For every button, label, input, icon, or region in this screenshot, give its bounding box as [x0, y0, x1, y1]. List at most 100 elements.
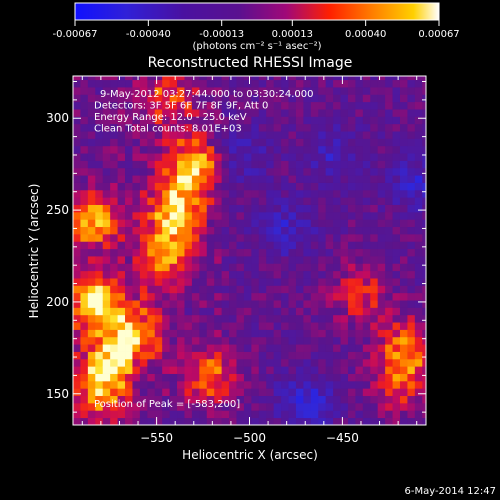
- heatmap-cell: [310, 278, 319, 286]
- heatmap-cell: [243, 131, 252, 139]
- heatmap-cell: [229, 138, 237, 147]
- heatmap-cell: [407, 336, 416, 345]
- heatmap-cell: [258, 336, 267, 345]
- heatmap-cell: [392, 145, 401, 154]
- heatmap-cell: [87, 314, 96, 323]
- heatmap-cell: [102, 344, 111, 352]
- heatmap-cell: [125, 116, 133, 125]
- heatmap-cell: [303, 410, 312, 419]
- heatmap-cell: [407, 204, 416, 213]
- colorbar-unit-label: (photons cm⁻² s⁻¹ asec⁻²): [192, 41, 321, 52]
- heatmap-cell: [214, 87, 223, 95]
- heatmap-cell: [385, 388, 393, 397]
- heatmap-cell: [102, 87, 111, 95]
- heatmap-cell: [229, 285, 237, 294]
- heatmap-cell: [251, 211, 260, 220]
- heatmap-cell: [266, 278, 275, 286]
- heatmap-cell: [95, 278, 104, 286]
- heatmap-cell: [288, 226, 297, 235]
- heatmap-cell: [414, 322, 423, 330]
- heatmap-cell: [243, 256, 252, 264]
- heatmap-cell: [199, 256, 208, 264]
- heatmap-cell: [229, 344, 237, 352]
- heatmap-cell: [422, 322, 426, 330]
- heatmap-cell: [243, 116, 252, 125]
- heatmap-cell: [162, 366, 171, 374]
- heatmap-cell: [392, 182, 401, 191]
- heatmap-cell: [281, 76, 289, 81]
- heatmap-cell: [132, 410, 141, 419]
- heatmap-cell: [199, 241, 208, 250]
- heatmap-cell: [377, 358, 386, 367]
- heatmap-cell: [132, 94, 141, 103]
- heatmap-cell: [125, 167, 133, 176]
- heatmap-cell: [199, 79, 208, 88]
- heatmap-cell: [362, 241, 371, 250]
- x-tick-label: −450: [326, 431, 359, 445]
- heatmap-cell: [251, 204, 260, 213]
- heatmap-cell: [333, 76, 341, 81]
- heatmap-cell: [318, 182, 327, 191]
- heatmap-cell: [199, 380, 208, 389]
- heatmap-cell: [214, 285, 223, 294]
- heatmap-cell: [95, 351, 104, 360]
- heatmap-cell: [110, 300, 118, 308]
- heatmap-cell: [125, 138, 133, 147]
- heatmap-cell: [333, 358, 341, 367]
- heatmap-cell: [87, 270, 96, 279]
- heatmap-cell: [288, 263, 297, 272]
- heatmap-cell: [87, 167, 96, 176]
- heatmap-cell: [221, 366, 230, 374]
- heatmap-cell: [206, 314, 215, 323]
- heatmap-cell: [110, 182, 118, 191]
- heatmap-cell: [251, 314, 260, 323]
- heatmap-cell: [399, 94, 408, 103]
- heatmap-cell: [169, 131, 178, 139]
- colorbar-tick-label: 0.00013: [272, 29, 313, 40]
- heatmap-cell: [266, 358, 275, 367]
- heatmap-cell: [295, 263, 304, 272]
- heatmap-cell: [177, 116, 185, 125]
- heatmap-cell: [370, 300, 379, 308]
- heatmap-cell: [95, 226, 104, 235]
- heatmap-cell: [177, 285, 185, 294]
- heatmap-cell: [310, 410, 319, 419]
- heatmap-cell: [177, 241, 185, 250]
- heatmap-cell: [281, 395, 289, 404]
- heatmap-cell: [303, 167, 312, 176]
- heatmap-cell: [229, 248, 237, 257]
- heatmap-cell: [87, 175, 96, 183]
- heatmap-cell: [236, 109, 245, 117]
- heatmap-cell: [102, 79, 111, 88]
- heatmap-cell: [184, 278, 193, 286]
- heatmap-cell: [333, 388, 341, 397]
- heatmap-cell: [236, 94, 245, 103]
- heatmap-cell: [214, 204, 223, 213]
- heatmap-cell: [295, 314, 304, 323]
- heatmap-cell: [266, 329, 275, 338]
- heatmap-cell: [132, 182, 141, 191]
- heatmap-cell: [288, 94, 297, 103]
- heatmap-cell: [310, 76, 319, 81]
- heatmap-cell: [333, 167, 341, 176]
- heatmap-cell: [281, 197, 289, 205]
- heatmap-cell: [229, 101, 237, 110]
- heatmap-cell: [377, 380, 386, 389]
- heatmap-cell: [191, 76, 200, 81]
- heatmap-cell: [221, 76, 230, 81]
- heatmap-cell: [258, 197, 267, 205]
- heatmap-cell: [177, 145, 185, 154]
- heatmap-cell: [117, 233, 126, 242]
- heatmap-cell: [95, 101, 104, 110]
- heatmap-cell: [273, 145, 282, 154]
- heatmap-cell: [110, 380, 118, 389]
- heatmap-cell: [236, 263, 245, 272]
- heatmap-cell: [177, 204, 185, 213]
- heatmap-cell: [87, 204, 96, 213]
- heatmap-cell: [184, 219, 193, 228]
- heatmap-cell: [392, 76, 401, 81]
- heatmap-cell: [392, 329, 401, 338]
- heatmap-cell: [80, 101, 89, 110]
- heatmap-cell: [266, 204, 275, 213]
- heatmap-cell: [80, 79, 89, 88]
